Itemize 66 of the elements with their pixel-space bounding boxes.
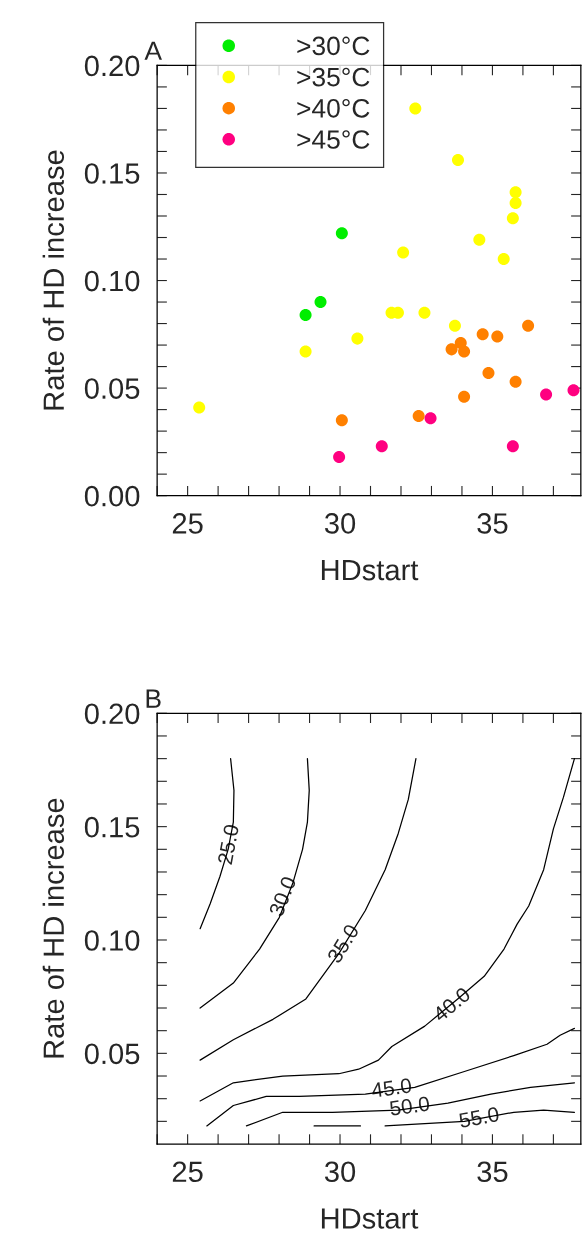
y-tick-label: 0.00 (84, 485, 140, 507)
point (473, 233, 486, 246)
y-tick-label: 0.10 (84, 270, 140, 292)
point (314, 296, 327, 309)
point (506, 440, 519, 453)
point (409, 102, 422, 115)
x-tick-label: 35 (477, 1161, 508, 1183)
point (540, 388, 553, 401)
point (397, 246, 410, 259)
x-tick-label: 25 (172, 513, 203, 534)
legend-label: >30°C (297, 36, 370, 56)
point (448, 319, 461, 332)
point (418, 306, 431, 319)
point (509, 197, 522, 210)
x-tick-label: 35 (477, 513, 508, 534)
point (458, 390, 471, 403)
annotation: 45.0 (370, 1077, 412, 1098)
x-tick-label: 30 (324, 1161, 356, 1183)
y-tick-label: 0.05 (84, 378, 140, 399)
point (482, 367, 495, 380)
line-series (199, 758, 310, 1009)
point (509, 375, 522, 388)
annotation: 55.0 (458, 1106, 500, 1129)
legend-label: >45°C (297, 130, 370, 149)
point (299, 345, 312, 358)
y-tick-label: 0.20 (84, 703, 140, 725)
chart-title: B (146, 689, 161, 708)
point (567, 384, 580, 397)
annotation: 25.0 (217, 823, 240, 865)
x-tick-label: 25 (172, 1161, 203, 1183)
point (335, 414, 348, 427)
point (412, 410, 425, 423)
y-axis-title: Rate of HD increase (42, 798, 65, 1058)
y-axis-title: Rate of HD increase (42, 150, 65, 410)
point (333, 450, 346, 463)
point (522, 319, 535, 332)
x-axis-title: HDstart (321, 560, 419, 581)
y-tick-label: 0.05 (84, 1043, 140, 1065)
y-tick-label: 0.20 (84, 55, 140, 77)
x-tick-label: 30 (324, 513, 356, 534)
point (299, 308, 312, 321)
y-tick-label: 0.15 (84, 163, 140, 184)
point (506, 212, 519, 225)
annotation: 40.0 (431, 986, 472, 1023)
point (491, 330, 504, 343)
series-label: >35°C (297, 67, 370, 87)
point (193, 401, 206, 414)
y-tick-label: 0.15 (84, 816, 140, 838)
point (497, 253, 510, 266)
point (424, 412, 437, 425)
point (375, 440, 388, 453)
point (509, 186, 522, 199)
point (458, 345, 471, 358)
point (351, 332, 364, 345)
y-tick-label: 0.10 (84, 930, 140, 951)
legend-label: >40°C (297, 98, 370, 118)
point (445, 343, 458, 356)
chart-title: A (144, 41, 162, 60)
point (476, 328, 489, 341)
line-series (206, 1027, 576, 1127)
annotation: 50.0 (389, 1096, 430, 1116)
annotation: 30.0 (268, 875, 297, 918)
point (451, 154, 465, 167)
point (335, 227, 348, 240)
line-series (199, 758, 417, 1061)
x-axis-title: HDstart (321, 1208, 419, 1229)
